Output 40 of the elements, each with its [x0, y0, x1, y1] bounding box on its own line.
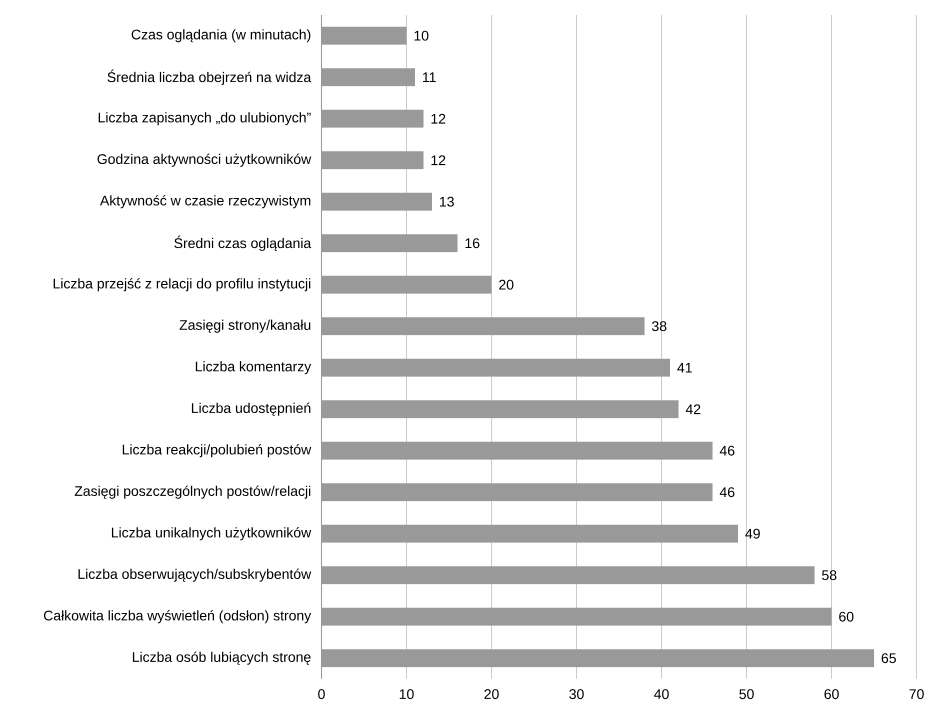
y-tick-label: Liczba przejść z relacji do profilu instytucji: [54, 278, 310, 292]
x-tick-label: 10: [400, 689, 414, 700]
data-label: 58: [822, 570, 836, 580]
y-tick-label: Całkowita liczba wyświetleń (odsłon) strony: [44, 610, 312, 624]
data-label: 46: [720, 487, 734, 498]
y-tick-label: Liczba unikalnych użytkowników: [112, 527, 312, 540]
x-tick-label: 60: [824, 689, 839, 700]
data-label: 49: [745, 528, 760, 539]
x-tick-label: 40: [654, 689, 669, 700]
y-tick-label: Czas oglądania (w minutach): [132, 29, 310, 42]
y-tick-label: Zasięgi poszczególnych postów/relacji: [74, 486, 310, 499]
y-tick-label: Godzina aktywności użytkowników: [98, 154, 312, 167]
y-tick-label: Liczba obserwujących/subskrybentów: [78, 568, 312, 582]
y-tick-label: Aktywność w czasie rzeczywistym: [100, 195, 310, 208]
y-tick-label: Średni czas oglądania: [174, 236, 312, 251]
y-tick-label: Liczba komentarzy: [196, 361, 312, 374]
data-label: 41: [677, 362, 692, 373]
y-tick-label: Liczba osób lubiących stronę: [132, 652, 311, 665]
data-label: 12: [432, 114, 446, 124]
data-label: 65: [882, 653, 896, 664]
x-tick-label: 20: [484, 689, 499, 700]
data-label: 13: [440, 196, 454, 207]
data-label: 20: [499, 280, 514, 290]
y-tick-label: Zasięgi strony/kanału: [180, 320, 310, 333]
y-tick-label: Liczba zapisanych „do ulubionych”: [98, 112, 311, 126]
y-tick-label: Średnia liczba obejrzeń na widza: [108, 70, 312, 85]
data-label: 16: [466, 238, 480, 248]
x-tick-label: 0: [318, 689, 325, 700]
data-label: 38: [652, 321, 666, 332]
data-label: 42: [686, 404, 700, 414]
x-tick-label: 70: [910, 689, 924, 700]
y-tick-label: Liczba reakcji/polubień postów: [122, 444, 312, 458]
x-tick-label: 30: [569, 689, 584, 700]
y-tick-label: Liczba udostępnień: [192, 402, 310, 416]
data-label: 11: [423, 72, 436, 82]
x-tick-label: 50: [739, 689, 754, 700]
data-label: 46: [720, 446, 734, 456]
data-label: 10: [414, 30, 428, 41]
data-label: 12: [432, 155, 446, 166]
data-label: 60: [839, 612, 854, 622]
